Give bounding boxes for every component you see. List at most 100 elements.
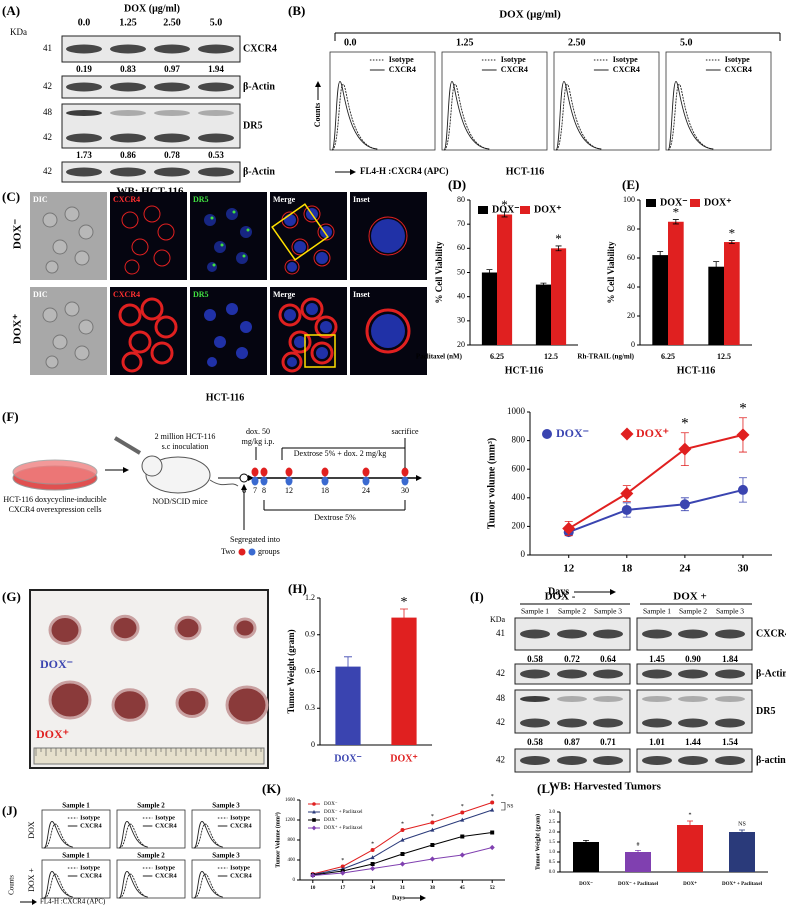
- histogram-frame: [41, 809, 111, 849]
- label: Sample 2: [679, 607, 707, 616]
- x-tick-label: DOX⁻: [579, 882, 593, 887]
- label: DR5: [756, 706, 775, 717]
- band: [198, 133, 234, 143]
- error-bar: [583, 840, 589, 844]
- timepoint: [239, 473, 249, 483]
- bar: [677, 825, 703, 872]
- bracket: [501, 802, 506, 811]
- point: [542, 429, 552, 439]
- point: [340, 870, 346, 876]
- histogram-frame: [116, 859, 186, 899]
- band: [593, 756, 623, 765]
- y-tick-label: 40: [627, 282, 635, 291]
- mouse-head: [141, 455, 163, 477]
- cell: [52, 334, 68, 350]
- membrane: [310, 341, 334, 365]
- legend-label: Isotype: [501, 55, 526, 64]
- y-tick-label: 30: [457, 316, 465, 325]
- band: [557, 756, 587, 765]
- arrow-head: [241, 484, 247, 490]
- histogram-frame: [665, 51, 772, 151]
- y-tick-label: 80: [457, 195, 465, 204]
- bar: [573, 842, 599, 872]
- membrane: [131, 238, 149, 256]
- band: [66, 167, 102, 177]
- label: Dextrose 5%: [314, 513, 356, 522]
- label: HCT-116 doxycycline-inducible: [3, 495, 107, 504]
- label: 0.0: [78, 17, 91, 28]
- label: FL4-H :CXCR4 (APC): [40, 898, 106, 906]
- label: 42: [43, 81, 52, 91]
- label: DIC: [33, 290, 48, 299]
- label: groups: [258, 547, 280, 556]
- label: DOX +: [27, 868, 36, 892]
- label: β-Actin: [756, 668, 786, 679]
- blot-strip: [61, 75, 241, 99]
- band: [520, 696, 550, 702]
- nucleus: [320, 321, 332, 333]
- band: [593, 669, 623, 679]
- label: 1.54: [722, 737, 738, 747]
- label: 12: [285, 486, 293, 495]
- significance: *: [341, 858, 344, 864]
- error-bar: [657, 251, 664, 260]
- legend-label: DOX⁻: [660, 197, 688, 208]
- x-tick-label: 12.5: [544, 352, 558, 361]
- band: [642, 669, 672, 679]
- label: 0.58: [527, 654, 543, 664]
- x-tick-label: 45: [460, 886, 466, 891]
- cxcr4-curve: [555, 80, 602, 151]
- band: [110, 167, 146, 177]
- label: Dextrose 5% + dox. 2 mg/kg: [294, 449, 387, 458]
- legend-label: DOX⁺: [534, 204, 562, 215]
- y-axis-title: Tumor Weight (gram): [286, 629, 296, 713]
- error-bar: [672, 219, 679, 225]
- x-tick-label: 31: [400, 886, 406, 891]
- isotype-curve: [443, 83, 490, 151]
- histogram-frame: [41, 859, 111, 899]
- label: DIC: [33, 195, 48, 204]
- isotype-curve: [193, 873, 223, 899]
- nucleus: [236, 252, 248, 264]
- significance: *: [491, 794, 494, 800]
- y-tick-label: 400: [288, 858, 296, 863]
- x-tick-label: 12.5: [717, 352, 731, 361]
- legend-label: Isotype: [389, 55, 414, 64]
- band: [557, 669, 587, 679]
- label: HCT-116: [506, 166, 545, 177]
- legend-label: Isotype: [155, 864, 175, 871]
- label: KDa: [490, 615, 506, 624]
- x-tick-label: DOX⁺: [683, 881, 697, 887]
- panel-letter: (D): [448, 177, 466, 192]
- membrane: [150, 341, 174, 365]
- label: DOX (μg/ml): [124, 3, 180, 14]
- point: [429, 856, 435, 862]
- label: 1.25: [456, 37, 474, 48]
- band: [557, 629, 587, 639]
- label: β-Actin: [243, 166, 275, 177]
- nucleus: [204, 214, 216, 226]
- point: [562, 522, 576, 536]
- band: [154, 82, 190, 92]
- legend-label: Isotype: [80, 864, 100, 871]
- membrane: [124, 259, 140, 275]
- cell: [78, 224, 94, 240]
- nucleus: [371, 314, 405, 348]
- dr5-dot: [220, 243, 224, 247]
- y-tick-label: 800: [512, 435, 526, 445]
- y-tick-label: 80: [627, 224, 635, 233]
- dr5-dot: [246, 228, 250, 232]
- isotype-curve: [667, 83, 714, 151]
- membrane: [300, 297, 324, 321]
- panel-letter: (E): [622, 177, 639, 192]
- band: [678, 629, 708, 639]
- label: 0.78: [164, 150, 180, 160]
- x-axis-title: Days: [548, 586, 569, 597]
- x-axis-title: Days: [392, 895, 405, 901]
- label: Sample 3: [716, 607, 744, 616]
- band: [66, 82, 102, 92]
- label: Merge: [273, 290, 296, 299]
- label: DOX -: [545, 591, 576, 603]
- legend-label: CXCR4: [613, 65, 640, 74]
- x-tick-label: 52: [490, 886, 496, 891]
